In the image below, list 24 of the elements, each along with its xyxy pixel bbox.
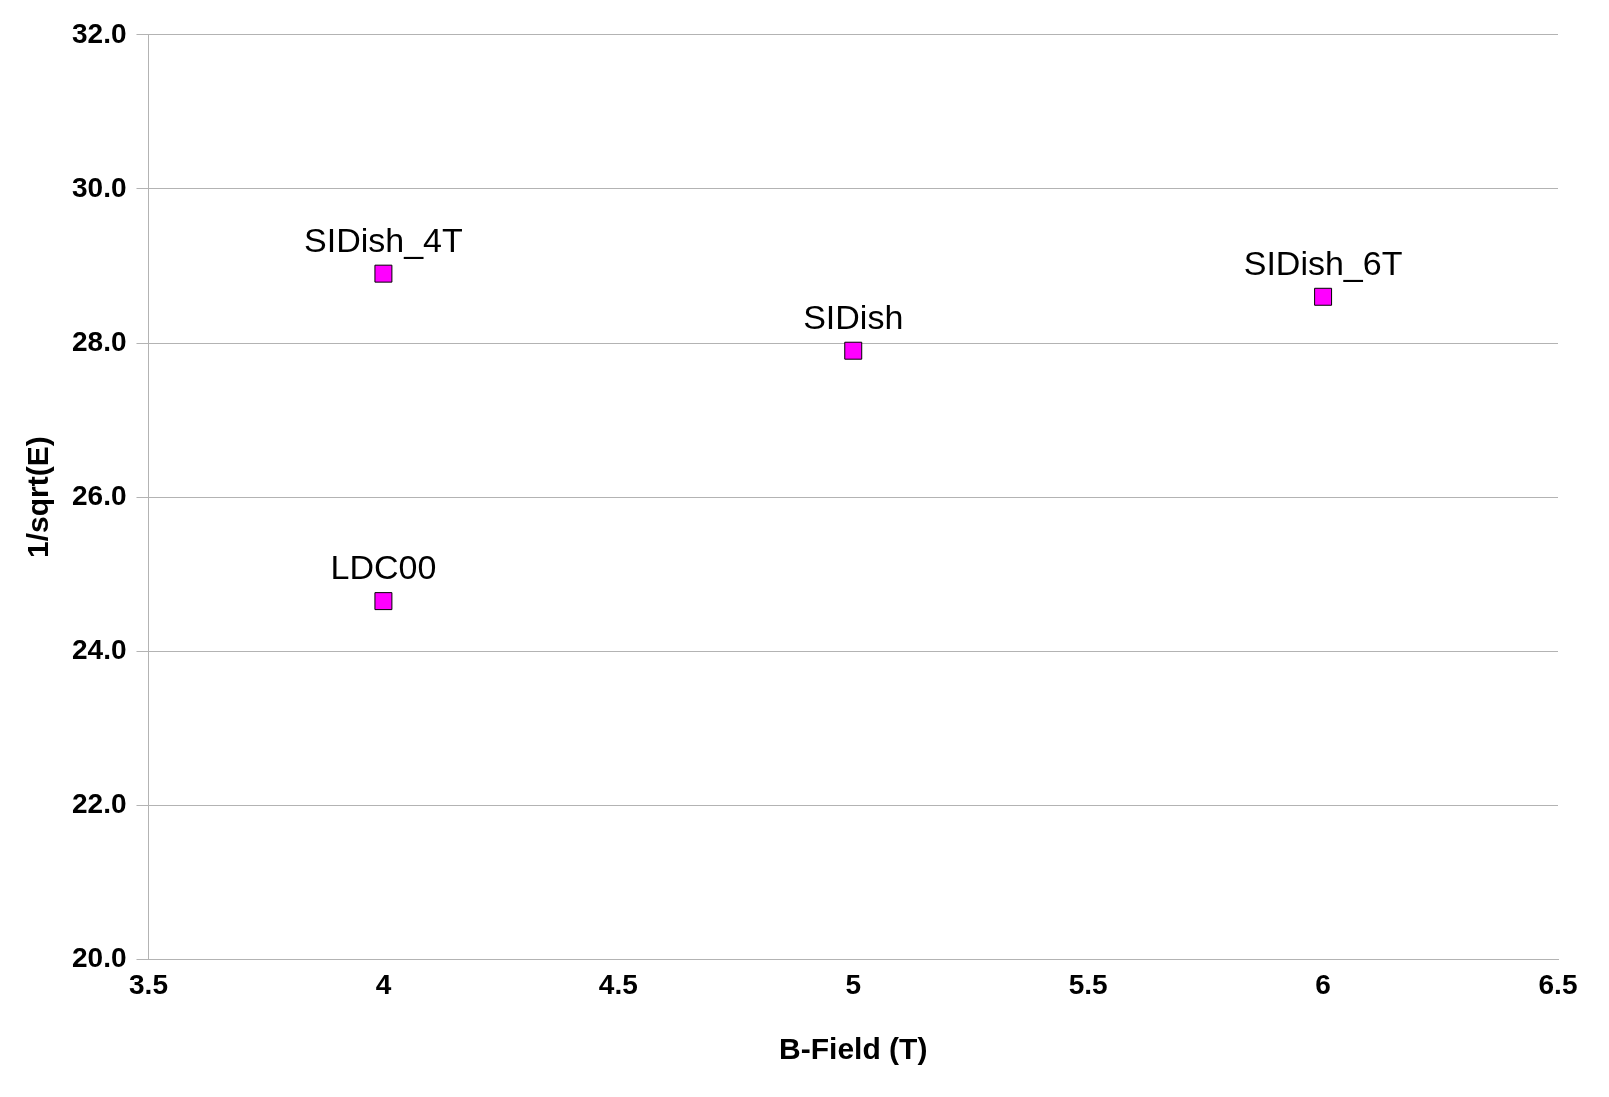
x-tick-label: 5 <box>845 968 862 1000</box>
y-tick-label: 20.0 <box>72 942 127 974</box>
point <box>374 592 393 611</box>
y-tick-label: 22.0 <box>72 788 127 820</box>
y-tick-label: 30.0 <box>72 171 127 203</box>
point <box>374 264 393 283</box>
y-tick-label: 24.0 <box>72 633 127 665</box>
x-tick-label: 6 <box>1315 968 1331 1000</box>
annotation: SIDish <box>803 298 904 337</box>
x-axis-title: B-Field (T) <box>779 1032 928 1066</box>
annotation: SIDish_4T <box>304 221 463 260</box>
x-tick-label: 3.5 <box>129 968 168 1000</box>
x-tick-label: 4 <box>375 968 392 1000</box>
point <box>1314 287 1333 306</box>
x-tick-label: 6.5 <box>1538 968 1578 1000</box>
y-tick-label: 26.0 <box>72 479 127 511</box>
point <box>844 341 863 360</box>
annotation: LDC00 <box>330 548 437 587</box>
x-tick-label: 5.5 <box>1068 968 1108 1000</box>
annotation: SIDish_6T <box>1243 244 1403 283</box>
y-tick-label: 28.0 <box>72 325 127 357</box>
x-tick-label: 4.5 <box>598 968 638 1000</box>
y-tick-label: 32.0 <box>72 17 127 49</box>
y-axis-title: 1/sqrt(E) <box>21 436 55 558</box>
